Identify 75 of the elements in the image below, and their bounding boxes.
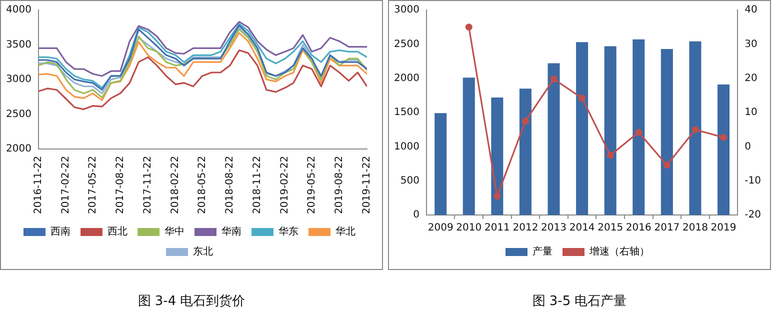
legend-label: 产量 [532, 246, 552, 258]
x-tick-label: 2019 [710, 222, 736, 234]
y2-tick-label: -10 [744, 175, 762, 186]
x-tick-label: 2012 [512, 222, 538, 234]
x-tick-label: 2010 [456, 222, 482, 234]
y-tick-label: 2000 [6, 143, 32, 154]
x-tick-label: 2016-11-22 [33, 156, 44, 214]
legend-label: 华东 [278, 226, 298, 238]
point [635, 128, 642, 136]
y-tick-label: 3000 [394, 4, 420, 16]
x-tick-label: 2014 [569, 222, 595, 234]
bar [462, 78, 475, 215]
legend-label: 增速（右轴） [588, 246, 650, 258]
x-tick-label: 2019-08-22 [334, 156, 345, 214]
point [522, 118, 529, 125]
legend-label: 西北 [108, 226, 128, 238]
x-tick-label: 2017 [654, 222, 680, 234]
y-tick-label: 3500 [6, 39, 32, 50]
y-tick-label: 2500 [394, 38, 420, 50]
y-tick-label: 2000 [394, 72, 420, 84]
legend-label: 华中 [164, 226, 184, 238]
bar [434, 113, 447, 215]
x-tick-label: 2018-08-22 [224, 156, 236, 214]
y2-tick-label: 20 [744, 72, 758, 84]
x-tick-label: 2019-11-22 [362, 156, 373, 214]
bar [660, 48, 673, 215]
y-tick-label: 0 [413, 210, 420, 221]
x-tick-label: 2016 [626, 222, 652, 234]
y-tick-label: 2500 [6, 108, 32, 120]
bar [632, 39, 645, 215]
y-tick-label: 3000 [6, 74, 32, 86]
point [578, 94, 586, 102]
point [606, 152, 614, 159]
x-tick-label: 2018-05-22 [196, 156, 208, 214]
legend-label: 华北 [336, 226, 356, 238]
x-tick-label: 2015 [598, 222, 624, 234]
point [692, 126, 699, 134]
y2-tick-label: -20 [744, 210, 762, 221]
text: 图 3-5 电石产量 [531, 293, 628, 310]
y-tick-label: 1000 [394, 141, 420, 152]
point [663, 162, 670, 169]
point [494, 192, 501, 200]
point [465, 24, 472, 31]
x-tick-label: 2017-05-22 [87, 156, 98, 214]
bar [491, 97, 504, 215]
x-tick-label: 2018-02-22 [170, 156, 182, 214]
y-tick-label: 4000 [6, 4, 32, 16]
point [720, 134, 728, 141]
y2-tick-label: 10 [744, 107, 758, 118]
x-tick-label: 2019-05-22 [306, 156, 318, 214]
legend-label: 西南 [50, 226, 70, 238]
bar [519, 88, 532, 215]
bar [689, 41, 702, 215]
legend-label: 东北 [193, 246, 213, 258]
y2-tick-label: 0 [744, 141, 752, 152]
x-tick-label: 2017-02-22 [60, 156, 72, 214]
y2-tick-label: 30 [744, 38, 758, 50]
x-tick-label: 2017-11-22 [142, 156, 154, 214]
x-tick-label: 2018 [682, 222, 708, 234]
bar [576, 42, 588, 215]
x-tick-label: 2011 [484, 222, 510, 234]
x-tick-label: 2013 [541, 222, 566, 234]
legend-label: 华南 [222, 226, 242, 238]
bar [604, 46, 616, 215]
x-tick-label: 2019-02-22 [280, 156, 291, 214]
x-tick-label: 2009 [428, 222, 454, 234]
point [550, 76, 558, 83]
text: 图 3-4 电石到货价 [136, 293, 246, 310]
x-tick-label: 2018-11-22 [252, 156, 264, 214]
y-tick-label: 500 [400, 175, 420, 186]
bar [548, 63, 560, 215]
x-tick-label: 2017-08-22 [114, 156, 126, 214]
bar [718, 84, 730, 215]
y-tick-label: 1500 [394, 107, 420, 118]
y2-tick-label: 40 [744, 4, 758, 16]
